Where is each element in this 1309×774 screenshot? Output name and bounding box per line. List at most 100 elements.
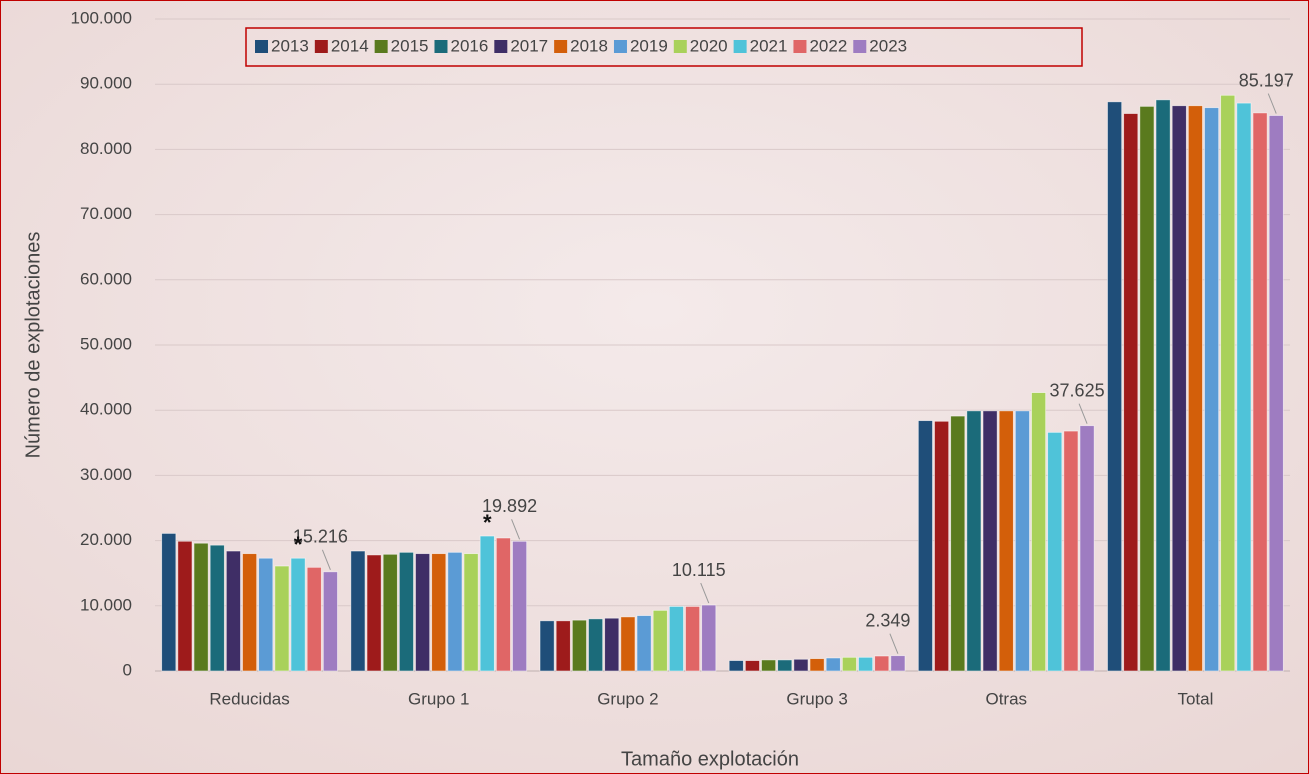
x-tick-label: Grupo 1 (408, 689, 469, 708)
legend-label: 2014 (331, 36, 369, 55)
bar (274, 565, 290, 672)
bar (1123, 113, 1139, 672)
bar (382, 553, 398, 672)
y-tick-label: 40.000 (80, 400, 132, 419)
bar (225, 550, 241, 672)
bar (539, 620, 555, 672)
y-tick-label: 90.000 (80, 74, 132, 93)
bar (415, 553, 431, 672)
bar (242, 553, 258, 672)
leader-line (700, 582, 710, 604)
annotation: * (294, 532, 303, 557)
y-axis-title: Número de explotaciones (22, 232, 44, 459)
legend-label: 2015 (391, 36, 429, 55)
bar (1047, 431, 1063, 672)
bar (555, 620, 571, 672)
bar (447, 551, 463, 672)
legend-swatch (255, 40, 268, 53)
y-tick-label: 80.000 (80, 139, 132, 158)
data-label: 19.892 (482, 496, 537, 516)
bar (701, 604, 717, 672)
legend-label: 2013 (271, 36, 309, 55)
x-tick-label: Grupo 3 (786, 689, 847, 708)
bar (604, 617, 620, 672)
bar (890, 655, 906, 672)
bar (744, 660, 760, 672)
bar (1187, 105, 1203, 672)
bar (858, 656, 874, 672)
legend-swatch (374, 40, 388, 53)
bar (1220, 94, 1236, 672)
bar (1268, 115, 1284, 672)
bar (571, 619, 587, 672)
legend-label: 2023 (869, 36, 907, 55)
bar (950, 415, 966, 672)
bar (652, 609, 668, 672)
bar (290, 557, 306, 672)
legend-swatch (554, 40, 568, 53)
bar (1014, 410, 1030, 672)
bar (874, 655, 890, 672)
bar (495, 537, 511, 672)
annotation: * (483, 510, 492, 535)
bar (366, 554, 382, 672)
bar (761, 659, 777, 672)
bar (398, 551, 414, 672)
legend-swatch (673, 40, 687, 53)
bar (1139, 105, 1155, 672)
bar (512, 540, 528, 672)
legend-swatch (733, 40, 747, 53)
bar (982, 410, 998, 672)
bar (1252, 112, 1268, 672)
bar (463, 553, 479, 672)
bar (431, 553, 447, 672)
bar (728, 660, 744, 672)
bar (209, 544, 225, 672)
bar (934, 420, 950, 672)
bar (1236, 102, 1252, 672)
bar (966, 410, 982, 672)
y-tick-label: 70.000 (80, 204, 132, 223)
data-label: 10.115 (672, 560, 726, 580)
bar (193, 542, 209, 672)
bar (825, 657, 841, 672)
leader-line (321, 549, 331, 570)
bar (1204, 107, 1220, 672)
leader-line (1078, 403, 1088, 424)
legend-swatch (793, 40, 807, 53)
legend-label: 2018 (570, 36, 608, 55)
legend-label: 2019 (630, 36, 668, 55)
bar (841, 656, 857, 672)
y-tick-label: 100.000 (71, 8, 132, 27)
data-label: 37.625 (1050, 380, 1105, 400)
bar (793, 658, 809, 672)
bar (258, 557, 274, 672)
x-axis-title: Tamaño explotación (621, 748, 799, 770)
x-tick-label: Total (1177, 689, 1213, 708)
legend-swatch (314, 40, 328, 53)
bar (1079, 425, 1095, 672)
x-tick-label: Reducidas (209, 689, 289, 708)
bar (1155, 99, 1171, 672)
y-tick-label: 30.000 (80, 465, 132, 484)
bar (620, 616, 636, 672)
legend-swatch (613, 40, 627, 53)
bar (636, 615, 652, 672)
x-tick-label: Otras (985, 689, 1027, 708)
legend-swatch (853, 40, 867, 53)
bar (1031, 392, 1047, 672)
y-tick-label: 10.000 (80, 595, 132, 614)
data-label: 2.349 (865, 610, 910, 630)
data-label: 15.216 (293, 527, 348, 547)
bar (777, 659, 793, 672)
bar (668, 606, 684, 672)
x-tick-label: Grupo 2 (597, 689, 658, 708)
data-label: 85.197 (1239, 70, 1294, 90)
bar (917, 420, 933, 672)
legend-label: 2022 (809, 36, 847, 55)
bar (588, 618, 604, 672)
y-tick-label: 20.000 (80, 530, 132, 549)
bar (1107, 101, 1123, 672)
leader-line (511, 519, 521, 540)
